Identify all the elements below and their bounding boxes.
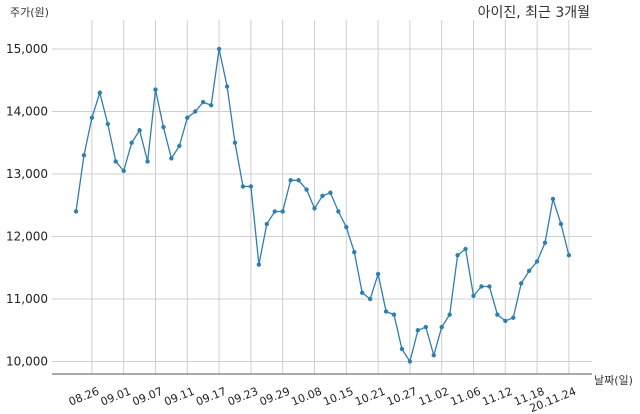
- data-point: [177, 143, 182, 149]
- data-point: [526, 268, 532, 274]
- data-point: [89, 115, 95, 120]
- data-point: [288, 178, 293, 183]
- data-point: [224, 84, 230, 89]
- series-line: [75, 48, 570, 364]
- data-point: [137, 128, 142, 133]
- x-tick-label: 08.26: [67, 385, 101, 409]
- series-layer: [73, 46, 572, 364]
- data-point: [495, 312, 500, 317]
- y-tick-label: 11,000: [6, 292, 48, 306]
- data-point: [423, 324, 428, 330]
- data-point: [336, 209, 341, 214]
- data-point: [360, 290, 365, 295]
- data-point: [193, 109, 198, 114]
- data-point: [280, 209, 285, 214]
- data-point: [352, 249, 357, 255]
- x-tick-label: 09.01: [99, 385, 133, 409]
- data-point: [479, 284, 484, 289]
- x-tick-label: 11.06: [449, 385, 483, 409]
- data-point: [296, 178, 301, 183]
- y-tick-label: 13,000: [6, 167, 48, 181]
- data-point: [534, 259, 540, 264]
- y-tick-label: 14,000: [6, 105, 48, 119]
- x-tick-label: 10.21: [353, 385, 387, 409]
- data-point: [232, 140, 238, 145]
- data-point: [320, 193, 325, 199]
- y-tick-label: 10,000: [6, 355, 48, 369]
- x-tick-label: 09.29: [258, 385, 292, 409]
- x-tick-label: 09.11: [162, 385, 196, 409]
- data-point: [105, 121, 111, 127]
- data-point: [455, 253, 460, 258]
- data-point: [367, 296, 373, 302]
- data-point: [407, 359, 413, 364]
- y-tick-label: 15,000: [6, 42, 48, 56]
- data-point: [256, 262, 262, 267]
- data-point: [216, 46, 222, 52]
- data-point: [264, 221, 269, 227]
- data-point: [463, 246, 468, 252]
- grid: [52, 20, 592, 374]
- data-point: [240, 184, 246, 189]
- x-tick-label: 09.17: [194, 385, 228, 409]
- data-point: [503, 318, 508, 324]
- data-point: [312, 206, 317, 211]
- data-point: [153, 87, 158, 92]
- data-point: [81, 153, 87, 158]
- data-point: [439, 324, 444, 330]
- data-point: [161, 124, 166, 130]
- y-tick-label: 12,000: [6, 230, 48, 244]
- data-point: [391, 312, 397, 317]
- y-axis-title: 주가(원): [10, 6, 49, 19]
- data-point: [550, 196, 556, 202]
- data-point: [431, 353, 436, 358]
- x-tick-label: 09.07: [131, 385, 165, 409]
- x-tick-label: 09.23: [226, 385, 260, 409]
- data-point: [328, 190, 333, 195]
- data-point: [73, 209, 79, 214]
- data-point: [185, 115, 190, 120]
- data-point: [344, 224, 349, 230]
- data-point: [169, 156, 174, 161]
- data-point: [97, 90, 103, 95]
- data-point: [558, 221, 564, 227]
- data-point: [304, 187, 309, 192]
- data-point: [248, 184, 254, 189]
- data-point: [542, 240, 548, 245]
- x-axis-title: 날짜(일): [594, 373, 633, 387]
- data-point: [145, 159, 150, 164]
- data-point: [375, 271, 381, 277]
- data-point: [519, 281, 524, 286]
- data-point: [415, 328, 421, 333]
- chart-title: 아이진, 최근 3개월: [478, 5, 590, 21]
- x-tick-label: 10.27: [385, 385, 419, 409]
- data-point: [399, 346, 405, 352]
- x-tick-label: 10.08: [290, 385, 324, 409]
- data-point: [201, 99, 206, 105]
- x-tick-label: 11.12: [480, 385, 514, 409]
- data-point: [471, 293, 476, 299]
- x-tick-label: 10.15: [321, 385, 355, 409]
- data-point: [272, 209, 277, 214]
- data-point: [447, 312, 452, 317]
- data-point: [208, 103, 214, 108]
- data-point: [129, 140, 134, 145]
- data-point: [511, 315, 516, 320]
- data-point: [121, 168, 126, 174]
- data-point: [113, 159, 118, 164]
- x-tick-label: 11.02: [417, 385, 451, 409]
- data-point: [566, 253, 572, 258]
- data-point: [383, 309, 389, 314]
- data-point: [487, 284, 492, 289]
